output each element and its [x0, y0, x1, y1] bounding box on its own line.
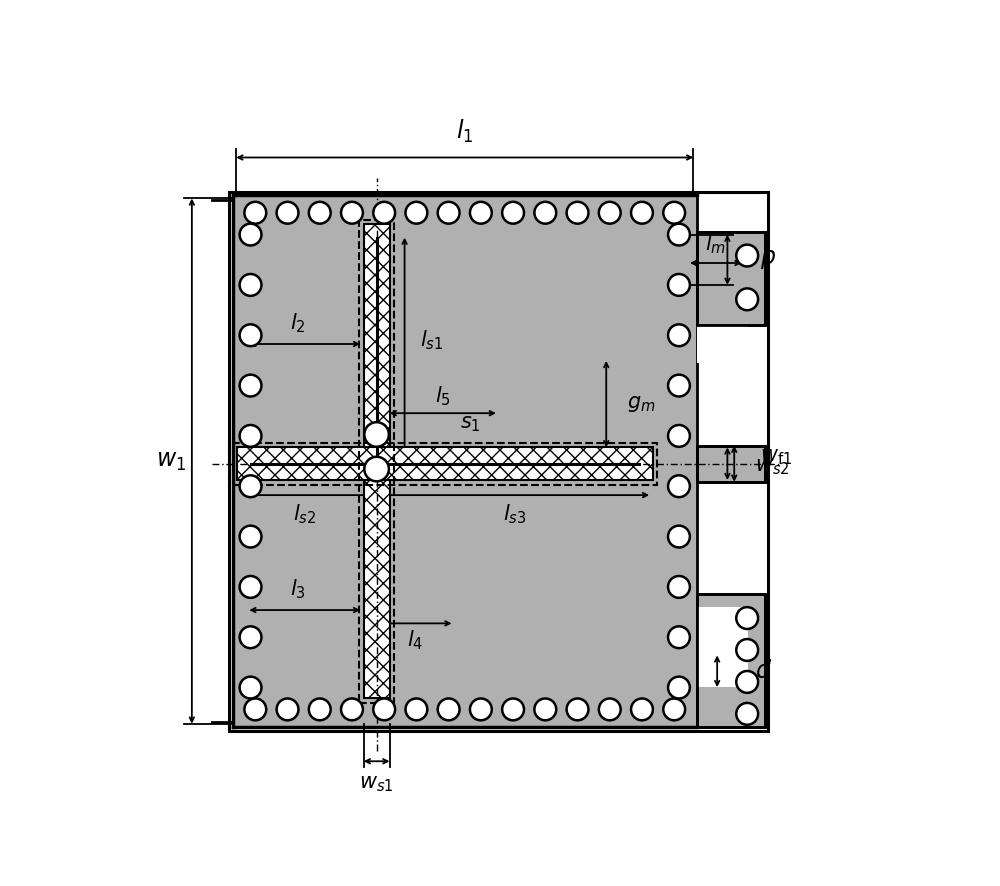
Circle shape [668, 425, 690, 447]
Circle shape [405, 698, 427, 720]
Text: $w_{s2}$: $w_{s2}$ [755, 457, 789, 477]
Circle shape [736, 245, 758, 267]
Bar [697, 232, 765, 325]
Circle shape [438, 698, 460, 720]
Circle shape [244, 698, 266, 720]
Circle shape [373, 698, 395, 720]
Text: $l_{s3}$: $l_{s3}$ [503, 502, 526, 526]
Circle shape [277, 698, 298, 720]
Circle shape [736, 671, 758, 693]
Circle shape [534, 202, 556, 223]
Circle shape [470, 202, 492, 223]
Circle shape [663, 202, 685, 223]
Circle shape [736, 288, 758, 310]
Bar [697, 326, 748, 363]
Circle shape [341, 202, 363, 223]
Text: $l_{s2}$: $l_{s2}$ [293, 502, 316, 526]
Circle shape [668, 324, 690, 346]
Circle shape [631, 202, 653, 223]
Text: $w_{\mathrm{f1}}$: $w_{\mathrm{f1}}$ [760, 447, 792, 467]
Circle shape [240, 576, 261, 598]
Circle shape [309, 202, 331, 223]
Circle shape [668, 626, 690, 649]
Bar [697, 595, 765, 727]
Circle shape [341, 698, 363, 720]
Bar [237, 447, 653, 480]
Bar [697, 595, 765, 727]
Circle shape [373, 202, 395, 223]
Circle shape [240, 324, 261, 346]
Circle shape [663, 698, 685, 720]
Text: $l_1$: $l_1$ [456, 118, 473, 145]
Text: $l_5$: $l_5$ [435, 385, 451, 408]
Circle shape [668, 274, 690, 296]
Circle shape [309, 698, 331, 720]
Circle shape [240, 677, 261, 698]
Circle shape [668, 576, 690, 598]
Circle shape [364, 423, 389, 447]
Bar [697, 446, 765, 482]
Text: $s_1$: $s_1$ [460, 414, 481, 433]
Circle shape [240, 425, 261, 447]
Bar [697, 232, 765, 325]
Text: $w_{s1}$: $w_{s1}$ [359, 774, 394, 794]
Circle shape [668, 475, 690, 497]
Circle shape [599, 698, 621, 720]
Circle shape [240, 375, 261, 397]
Bar [697, 608, 748, 688]
Bar [364, 224, 390, 698]
Circle shape [567, 698, 588, 720]
Circle shape [631, 698, 653, 720]
Circle shape [668, 223, 690, 245]
Circle shape [244, 202, 266, 223]
Circle shape [599, 202, 621, 223]
Circle shape [502, 202, 524, 223]
Circle shape [736, 639, 758, 661]
Circle shape [240, 525, 261, 548]
Text: $g_m$: $g_m$ [627, 394, 655, 414]
Circle shape [405, 202, 427, 223]
Circle shape [534, 698, 556, 720]
Text: $l_2$: $l_2$ [290, 312, 306, 335]
Circle shape [668, 375, 690, 397]
Circle shape [240, 626, 261, 649]
Circle shape [567, 202, 588, 223]
Text: $w_1$: $w_1$ [156, 449, 186, 472]
Bar [359, 220, 394, 703]
Text: $l_{s1}$: $l_{s1}$ [420, 329, 444, 353]
Circle shape [736, 607, 758, 629]
Circle shape [470, 698, 492, 720]
Circle shape [277, 202, 298, 223]
Circle shape [668, 525, 690, 548]
Circle shape [240, 274, 261, 296]
Text: $l_4$: $l_4$ [407, 629, 423, 652]
Circle shape [736, 703, 758, 725]
Bar [233, 443, 657, 485]
Bar [233, 195, 697, 727]
Text: $l_3$: $l_3$ [290, 578, 306, 602]
Circle shape [240, 475, 261, 497]
Text: $p$: $p$ [760, 248, 776, 271]
Circle shape [668, 677, 690, 698]
Circle shape [364, 457, 389, 481]
Circle shape [438, 202, 460, 223]
Bar [697, 446, 765, 482]
Circle shape [240, 223, 261, 245]
Bar [229, 191, 768, 731]
Text: $l_m$: $l_m$ [705, 232, 726, 256]
Text: $d$: $d$ [755, 660, 772, 683]
Circle shape [502, 698, 524, 720]
